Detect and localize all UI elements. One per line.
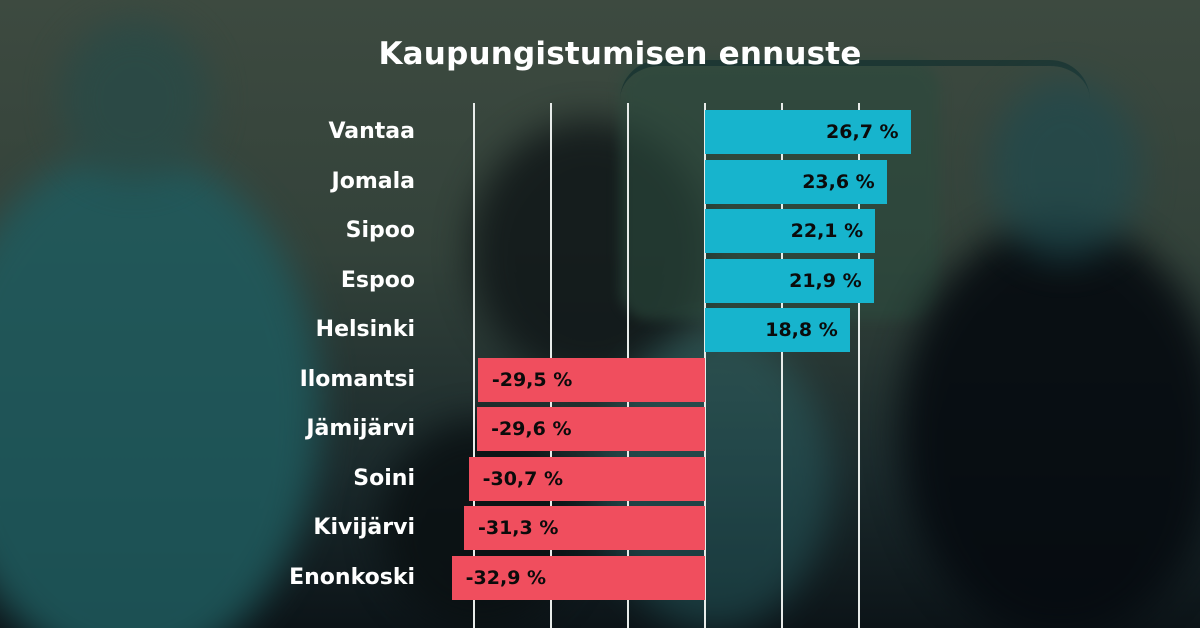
bar: 26,7 % [705,110,911,154]
bar-value-label: 21,9 % [789,269,862,292]
background-door-frame [620,60,1090,106]
bar: 18,8 % [705,308,850,352]
bar: 22,1 % [705,209,876,253]
category-label: Jämijärvi [306,416,415,441]
category-label: Helsinki [315,317,415,342]
bar-value-label: -29,6 % [491,418,572,440]
bar: -29,6 % [477,407,705,451]
bar-value-label: 22,1 % [790,220,864,242]
bar: -32,9 % [451,555,705,600]
category-label: Enonkoski [289,564,415,590]
category-label: Espoo [340,267,415,293]
background-figure-right [900,220,1200,628]
bar: -30,7 % [468,456,705,501]
bar: -31,3 % [463,506,705,550]
gridline [704,103,706,628]
bar-value-label: 23,6 % [802,170,875,193]
category-label: Vantaa [328,119,415,144]
category-label: Soini [353,465,415,491]
background-figure-head [60,20,210,180]
bar: 23,6 % [705,159,887,204]
bar-value-label: -30,7 % [482,467,564,490]
background-figure-right-head [990,80,1140,260]
bar-value-label: 18,8 % [765,319,838,341]
category-label: Sipoo [345,218,415,243]
category-label: Ilomantsi [299,366,415,392]
bar-value-label: -29,5 % [491,368,573,391]
bar: 21,9 % [705,258,874,303]
background-figure-left [0,150,320,628]
bar-value-label: -31,3 % [477,517,559,539]
category-label: Kivijärvi [313,515,415,540]
gridline [858,103,860,628]
bar-value-label: 26,7 % [826,121,899,143]
chart-title: Kaupungistumisen ennuste [378,36,862,72]
category-label: Jomala [331,168,415,194]
bar: -29,5 % [477,357,705,402]
gridline [473,103,475,628]
bar-value-label: -32,9 % [465,566,547,589]
gridline [781,103,783,628]
